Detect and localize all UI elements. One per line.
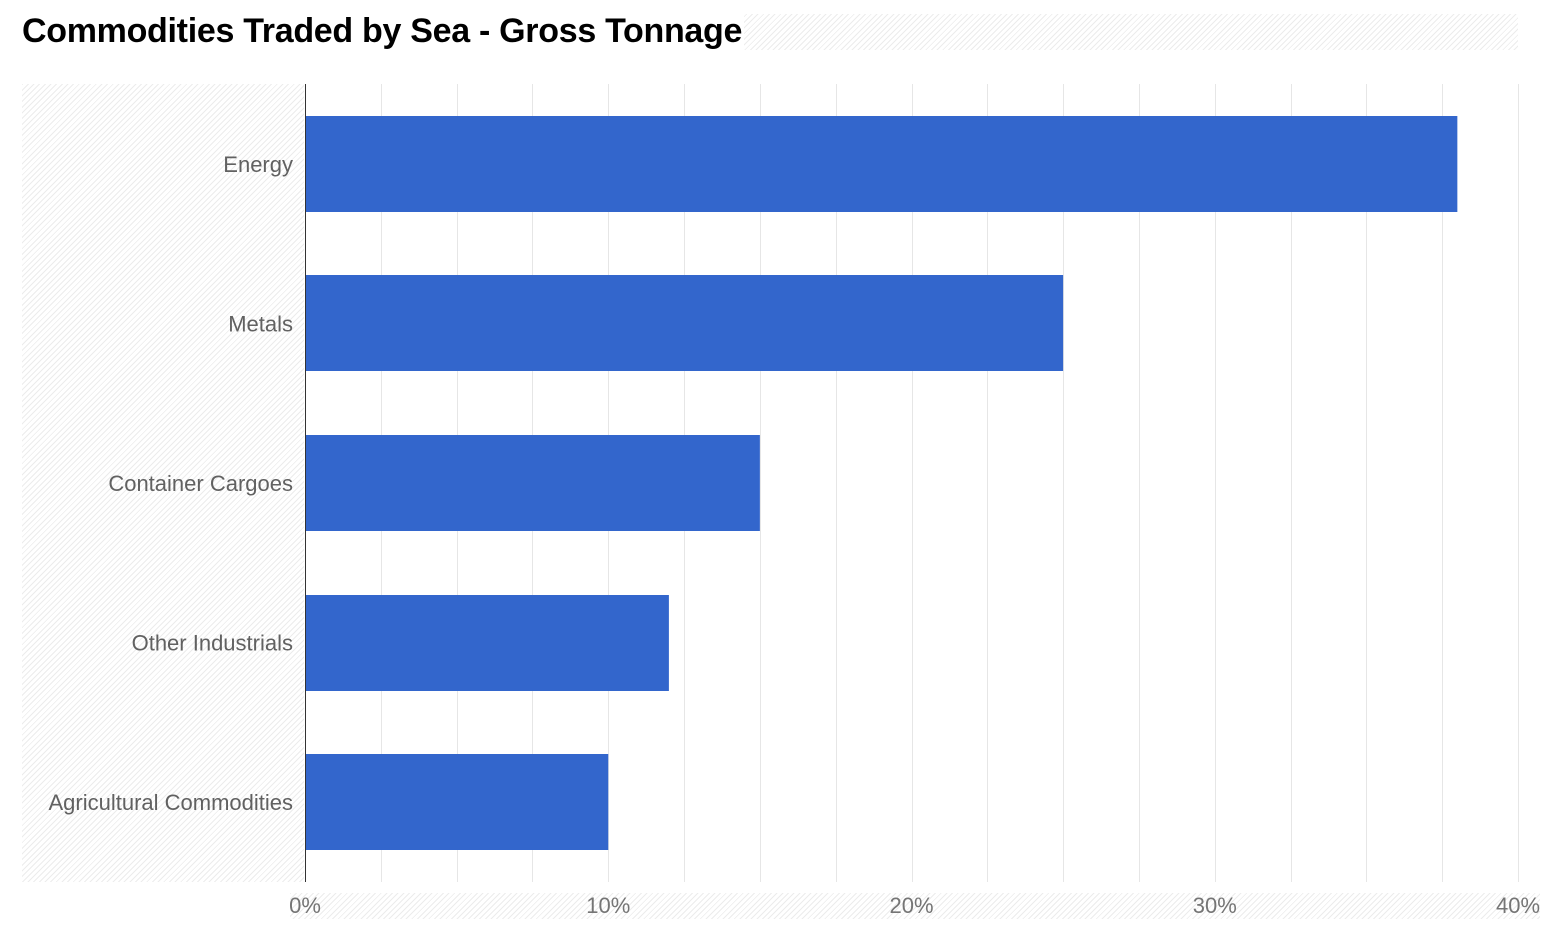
category-label: Container Cargoes	[108, 471, 293, 496]
x-tick-label: 0%	[289, 893, 321, 918]
category-label: Energy	[223, 152, 293, 177]
tick-label-background	[290, 893, 1540, 919]
bar-metals	[305, 275, 1064, 371]
category-label-background	[22, 84, 304, 882]
x-axis-ticks: 0% 10% 20% 30% 40%	[289, 893, 1540, 918]
x-tick-label: 30%	[1193, 893, 1237, 918]
chart-title: Commodities Traded by Sea - Gross Tonnag…	[22, 8, 745, 54]
x-tick-label: 40%	[1496, 893, 1540, 918]
category-label: Metals	[228, 311, 293, 336]
category-label: Agricultural Commodities	[48, 790, 293, 815]
bar-energy	[305, 116, 1458, 212]
x-tick-label: 20%	[889, 893, 933, 918]
bar-other-industrials	[305, 595, 669, 691]
category-label: Other Industrials	[132, 631, 293, 656]
category-labels: Energy Metals Container Cargoes Other Indus…	[48, 152, 293, 815]
bar-agricultural-commodities	[305, 754, 609, 850]
x-tick-label: 10%	[586, 893, 630, 918]
bar-container-cargoes	[305, 435, 760, 531]
bars	[305, 116, 1458, 850]
